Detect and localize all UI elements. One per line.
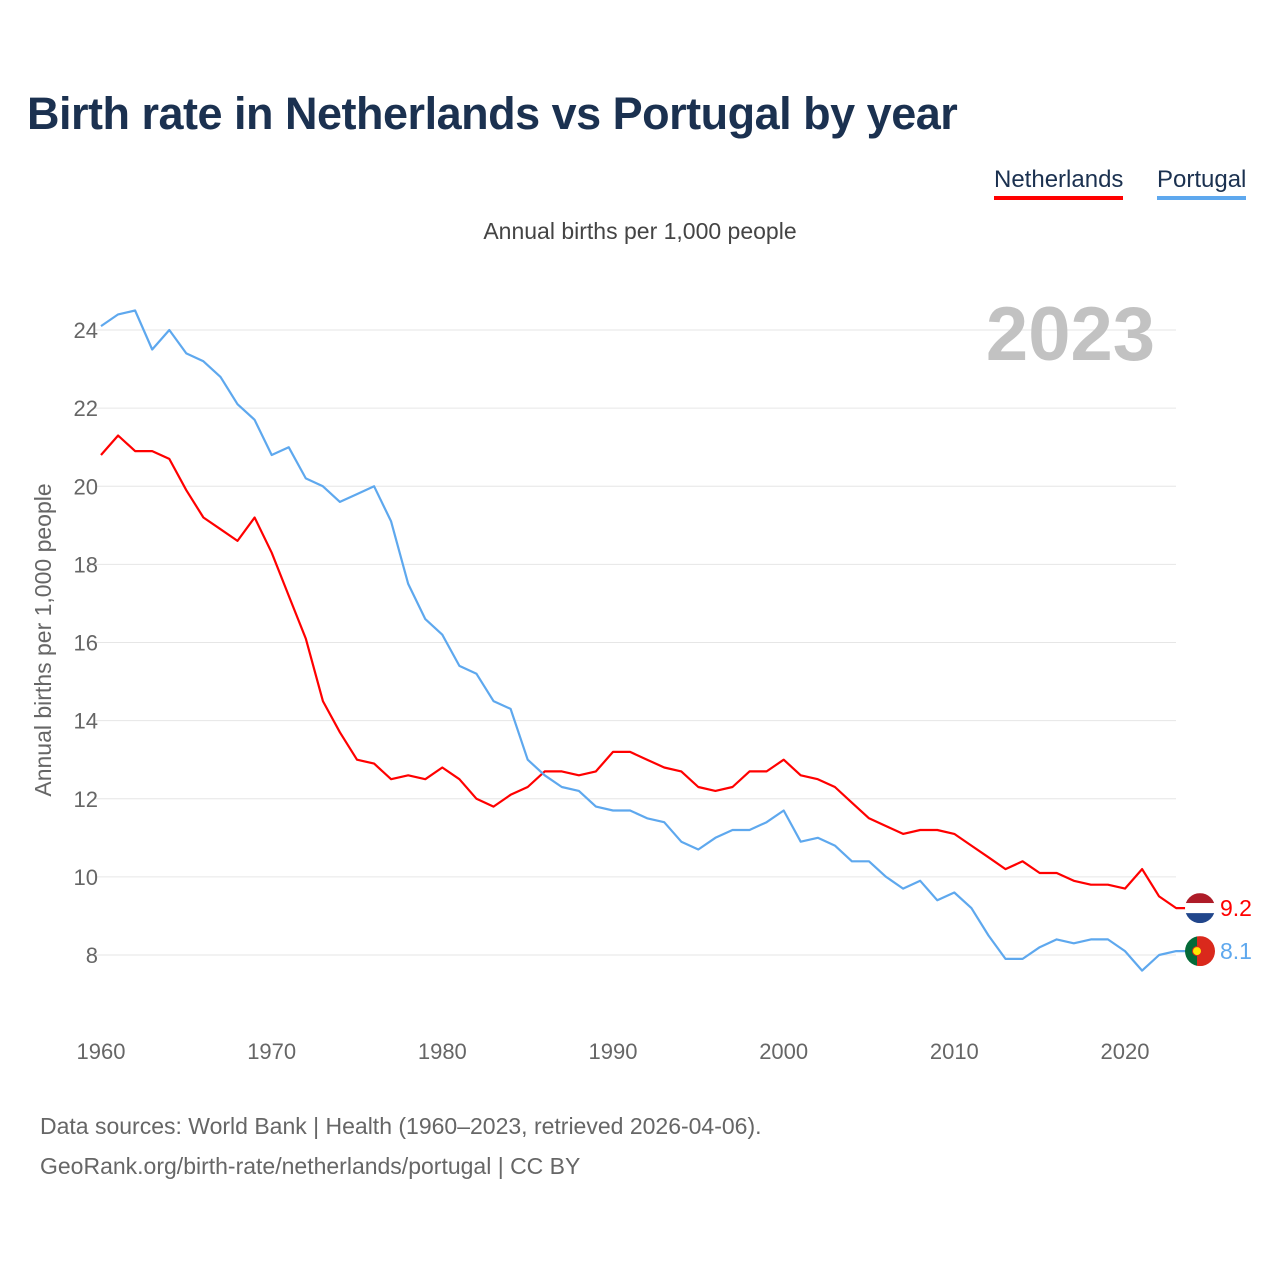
end-value-label: 8.1 — [1220, 938, 1252, 964]
y-tick-label: 22 — [74, 396, 98, 421]
netherlands-flag-icon — [1185, 893, 1215, 924]
x-tick-label: 1960 — [77, 1039, 126, 1064]
x-tick-label: 1990 — [589, 1039, 638, 1064]
y-tick-label: 10 — [74, 865, 98, 890]
portugal-flag-icon — [1185, 936, 1215, 967]
y-tick-label: 18 — [74, 552, 98, 577]
chart-subtitle: Annual births per 1,000 people — [483, 218, 797, 244]
series-line-portugal — [100, 309, 1186, 972]
footer: Data sources: World Bank | Health (1960–… — [40, 1106, 762, 1186]
x-tick-label: 2020 — [1101, 1039, 1150, 1064]
y-tick-label: 12 — [74, 787, 98, 812]
footer-link[interactable]: GeoRank.org/birth-rate/netherlands/portu… — [40, 1153, 581, 1179]
year-watermark: 2023 — [986, 292, 1155, 377]
y-axis-label: Annual births per 1,000 people — [30, 483, 56, 796]
x-tick-label: 2010 — [930, 1039, 979, 1064]
y-tick-label: 8 — [86, 943, 98, 968]
x-tick-label: 1980 — [418, 1039, 467, 1064]
y-tick-label: 16 — [74, 631, 98, 656]
series-line-netherlands — [100, 434, 1186, 910]
y-tick-label: 20 — [74, 474, 98, 499]
chart-title: Birth rate in Netherlands vs Portugal by… — [27, 88, 958, 139]
legend-netherlands[interactable]: Netherlands — [994, 166, 1124, 200]
footer-sources: Data sources: World Bank | Health (1960–… — [40, 1113, 762, 1139]
legend-portugal[interactable]: Portugal — [1157, 166, 1247, 200]
y-tick-label: 14 — [74, 709, 98, 734]
end-value-label: 9.2 — [1220, 895, 1252, 921]
y-tick-label: 24 — [74, 318, 98, 343]
x-tick-label: 2000 — [759, 1039, 808, 1064]
x-tick-label: 1970 — [247, 1039, 296, 1064]
